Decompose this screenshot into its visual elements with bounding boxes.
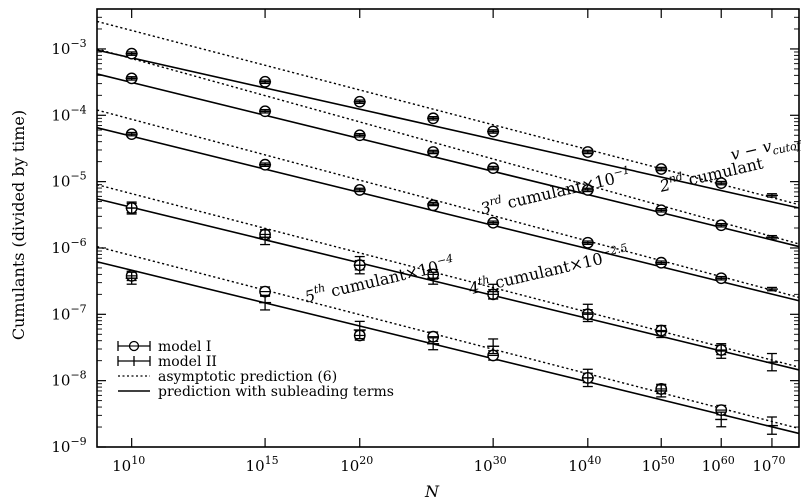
y-tick-label: 10−7: [51, 302, 86, 323]
y-tick-label: 10−6: [51, 236, 86, 257]
subleading-line: [96, 126, 800, 302]
asymptotic-line: [96, 245, 800, 430]
asymptotic-line: [96, 48, 800, 245]
x-tick-label: 1030: [474, 454, 507, 475]
y-tick-label: 10−5: [51, 170, 86, 191]
legend-label: model I: [158, 339, 211, 355]
legend-label: prediction with subleading terms: [158, 384, 394, 400]
x-tick-label: 1015: [246, 454, 279, 475]
data-markers: [125, 47, 778, 435]
asymptotic-line: [96, 109, 800, 299]
prediction-lines: [96, 20, 800, 435]
legend-label: model II: [158, 354, 217, 370]
asymptotic-line: [96, 20, 800, 206]
y-tick-label: 10−9: [51, 435, 86, 456]
x-tick-label: 1010: [112, 454, 145, 475]
x-tick-label: 1050: [642, 454, 675, 475]
x-tick-label: 1060: [702, 454, 735, 475]
axes: 1010 1015 1020 1030 1040 1050 1060 1070 10−3 10−4…: [51, 8, 800, 475]
x-tick-label: 1020: [340, 454, 373, 475]
legend-label: asymptotic prediction (6): [158, 369, 337, 385]
curve-label: 2nd cumulant: [656, 151, 765, 196]
x-tick-label: 1070: [752, 454, 785, 475]
asymptotic-line: [96, 183, 800, 368]
subleading-line: [96, 73, 800, 248]
y-tick-label: 10−4: [51, 103, 86, 124]
subleading-line: [96, 260, 800, 435]
curve-label: 3rd cumulant×10−1: [478, 163, 632, 218]
y-tick-label: 10−8: [51, 369, 86, 390]
y-axis-title: Cumulants (divided by time): [9, 110, 28, 340]
y-tick-label: 10−3: [51, 37, 86, 58]
subleading-line: [96, 198, 800, 371]
subleading-line: [96, 49, 800, 209]
x-tick-label: 1040: [568, 454, 601, 475]
x-axis-title: N: [424, 482, 440, 501]
